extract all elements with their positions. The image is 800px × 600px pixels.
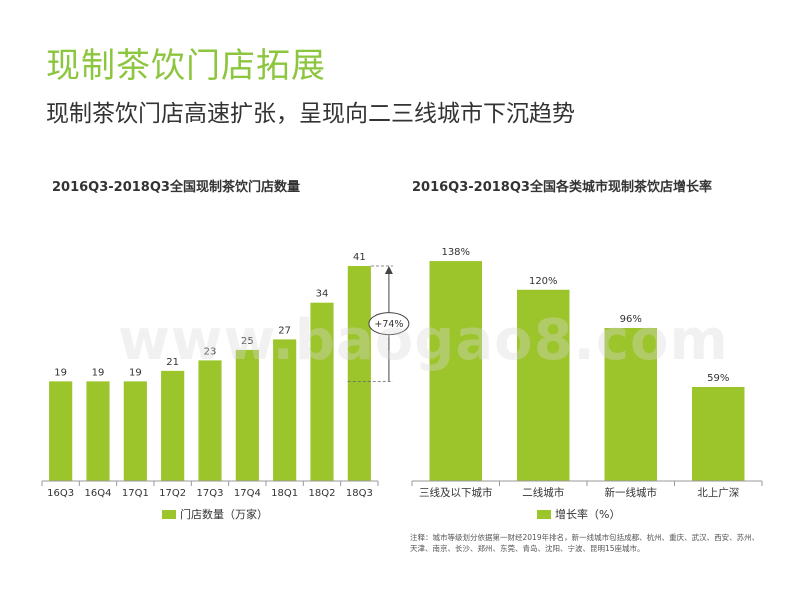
bar-value-label: 19 (54, 367, 67, 378)
bar (198, 360, 222, 481)
bar-value-label: 96% (620, 314, 642, 325)
x-tick-label: 16Q3 (47, 488, 74, 499)
bar (123, 381, 147, 481)
x-tick-label: 二线城市 (522, 486, 564, 499)
page-title: 现制茶饮门店拓展 (46, 46, 326, 86)
x-tick-label: 新一线城市 (605, 486, 658, 499)
bar-value-label: 19 (129, 367, 142, 378)
bar (273, 339, 297, 481)
growth-rate-chart-title: 2016Q3-2018Q3全国各类城市现制茶饮店增长率 (412, 180, 712, 195)
bar-value-label: 25 (241, 336, 254, 347)
bar (161, 370, 185, 481)
x-tick-label: 17Q2 (159, 488, 186, 499)
x-tick-label: 17Q3 (197, 488, 224, 499)
x-tick-label: 18Q3 (346, 488, 373, 499)
bar-value-label: 120% (529, 276, 558, 287)
legend-label: 增长率（%） (555, 508, 621, 521)
footnote: 注释：城市等级划分依据第一财经2019年排名，新一线城市包括成都、杭州、重庆、武… (410, 533, 760, 553)
bar-value-label: 19 (92, 367, 105, 378)
bar (49, 381, 73, 481)
bar-value-label: 138% (441, 247, 470, 258)
page-subtitle: 现制茶饮门店高速扩张，呈现向二三线城市下沉趋势 (46, 101, 575, 127)
x-tick-label: 17Q1 (122, 488, 149, 499)
bar-value-label: 41 (353, 252, 366, 263)
bar (517, 289, 570, 481)
x-tick-label: 17Q4 (234, 488, 261, 499)
bar (429, 261, 482, 481)
store-count-chart-title: 2016Q3-2018Q3全国现制茶饮门店数量 (52, 180, 300, 195)
bar-value-label: 27 (278, 325, 291, 336)
growth-annotation-bubble (368, 312, 410, 336)
bar (235, 349, 259, 481)
x-tick-label: 18Q1 (271, 488, 298, 499)
bar (310, 302, 334, 481)
bar-value-label: 34 (316, 289, 329, 300)
legend-swatch (537, 509, 551, 519)
x-tick-label: 北上广深 (697, 487, 739, 499)
x-tick-label: 三线及以下城市 (419, 486, 493, 499)
bar-value-label: 59% (707, 373, 729, 384)
growth-rate-legend: 增长率（%） (537, 506, 620, 522)
bar-value-label: 23 (204, 346, 217, 357)
store-count-legend: 门店数量（万家） (162, 506, 268, 522)
bar (86, 381, 110, 481)
legend-label: 门店数量（万家） (180, 508, 268, 521)
x-tick-label: 18Q2 (309, 488, 336, 499)
growth-annotation-label: +74% (374, 319, 403, 330)
bar (692, 386, 745, 481)
bar (604, 328, 657, 481)
legend-swatch (162, 509, 176, 519)
watermark: www.baogao8.com (118, 308, 729, 373)
x-tick-label: 16Q4 (85, 488, 112, 499)
bar (347, 265, 371, 481)
growth-arrow-head (384, 265, 393, 274)
bar-value-label: 21 (166, 357, 179, 368)
